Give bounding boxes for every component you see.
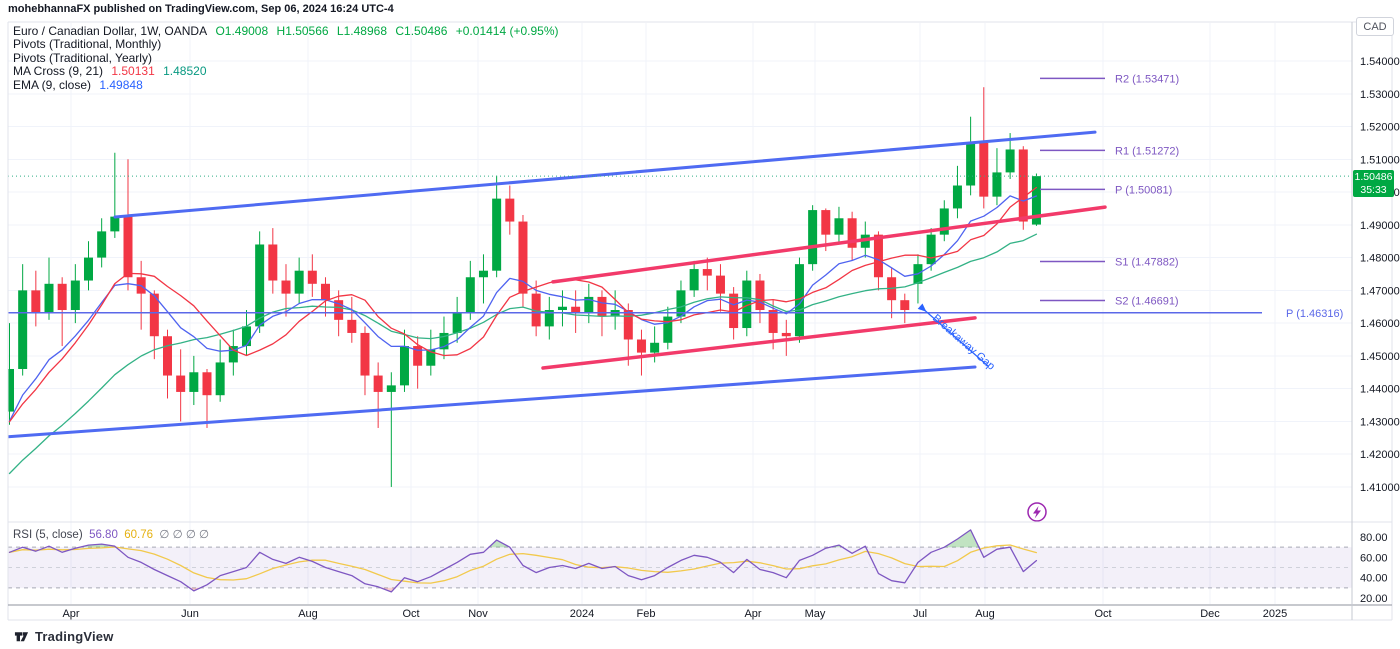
time-axis[interactable]: Apr Jun Aug Oct Nov 2024 Feb Apr May Jul Aug Oct Dec… bbox=[62, 608, 1287, 620]
svg-text:1.53000: 1.53000 bbox=[1360, 89, 1400, 101]
rsi-label: RSI (5, close) bbox=[13, 529, 83, 541]
svg-text:S2 (1.46691): S2 (1.46691) bbox=[1115, 295, 1179, 307]
tradingview-logo-icon[interactable] bbox=[14, 629, 29, 644]
rsi-axis[interactable]: 80.00 60.00 40.00 20.00 bbox=[1360, 532, 1388, 605]
low-value: 1.48968 bbox=[343, 24, 387, 38]
svg-text:P (1.50081): P (1.50081) bbox=[1115, 184, 1172, 196]
pivot-levels[interactable]: R2 (1.53471) R1 (1.51272) P (1.50081) S1 (1… bbox=[8, 73, 1343, 320]
svg-text:Jun: Jun bbox=[181, 608, 199, 620]
svg-text:1.45000: 1.45000 bbox=[1360, 351, 1400, 363]
ma-fast-value: 1.50131 bbox=[111, 64, 155, 79]
rsi-band bbox=[8, 546, 1352, 589]
svg-text:Aug: Aug bbox=[975, 608, 995, 620]
svg-text:1.46000: 1.46000 bbox=[1360, 318, 1400, 330]
svg-text:May: May bbox=[805, 608, 826, 620]
svg-text:2025: 2025 bbox=[1263, 608, 1287, 620]
svg-text:1.41000: 1.41000 bbox=[1360, 482, 1400, 494]
svg-text:Apr: Apr bbox=[62, 608, 79, 620]
open-value: 1.49008 bbox=[224, 24, 269, 38]
blue-channel-lower bbox=[8, 365, 977, 439]
legend-symbol-row[interactable]: Euro / Canadian Dollar, 1W, OANDA O1.490… bbox=[13, 24, 559, 38]
rsi-extra-values: ∅ ∅ ∅ ∅ bbox=[159, 529, 210, 541]
moving-averages bbox=[8, 186, 1038, 475]
svg-text:Dec: Dec bbox=[1200, 608, 1220, 620]
high-value: 1.50566 bbox=[285, 24, 329, 38]
last-price: 1.50486 bbox=[1354, 171, 1393, 183]
bar-countdown: 35:33 bbox=[1360, 184, 1387, 196]
chart-legend: Euro / Canadian Dollar, 1W, OANDA O1.490… bbox=[13, 24, 559, 92]
svg-text:Jul: Jul bbox=[913, 608, 927, 620]
svg-text:R2 (1.53471): R2 (1.53471) bbox=[1115, 73, 1179, 85]
publish-byline: mohebhannaFX published on TradingView.co… bbox=[8, 3, 394, 15]
pink-channel-lower bbox=[541, 316, 977, 370]
svg-text:1.43000: 1.43000 bbox=[1360, 416, 1400, 428]
svg-text:Aug: Aug bbox=[298, 608, 318, 620]
symbol-title: Euro / Canadian Dollar, 1W, OANDA bbox=[13, 24, 208, 38]
svg-text:Oct: Oct bbox=[1094, 608, 1111, 620]
svg-text:80.00: 80.00 bbox=[1360, 532, 1388, 544]
rsi-legend[interactable]: RSI (5, close) 56.80 60.76 ∅ ∅ ∅ ∅ bbox=[13, 527, 209, 541]
rsi-ma-value: 60.76 bbox=[124, 529, 154, 541]
candlesticks bbox=[8, 87, 1041, 487]
change-value: +0.01414 (+0.95%) bbox=[455, 24, 559, 38]
pane-frame bbox=[7, 21, 1393, 621]
svg-text:1.49000: 1.49000 bbox=[1360, 220, 1400, 232]
svg-text:R1 (1.51272): R1 (1.51272) bbox=[1115, 145, 1179, 157]
legend-pivots-yearly[interactable]: Pivots (Traditional, Yearly) bbox=[13, 50, 152, 65]
svg-text:1.51000: 1.51000 bbox=[1360, 154, 1400, 166]
svg-text:1.47000: 1.47000 bbox=[1360, 285, 1400, 297]
svg-text:1.52000: 1.52000 bbox=[1360, 122, 1400, 134]
svg-text:P (1.46316): P (1.46316) bbox=[1286, 308, 1343, 320]
rsi-value: 56.80 bbox=[89, 529, 118, 541]
svg-text:Breakaway Gap: Breakaway Gap bbox=[930, 312, 997, 372]
pink-channel-upper bbox=[551, 205, 1107, 284]
legend-pivots-monthly[interactable]: Pivots (Traditional, Monthly) bbox=[13, 37, 162, 52]
svg-text:Nov: Nov bbox=[468, 608, 488, 620]
svg-text:40.00: 40.00 bbox=[1360, 573, 1388, 585]
blue-channel-upper bbox=[113, 130, 1097, 219]
svg-text:1.42000: 1.42000 bbox=[1360, 449, 1400, 461]
svg-text:Feb: Feb bbox=[637, 608, 656, 620]
svg-text:2024: 2024 bbox=[570, 608, 594, 620]
svg-text:Apr: Apr bbox=[744, 608, 761, 620]
breakaway-gap-annotation[interactable]: Breakaway Gap bbox=[917, 303, 997, 373]
close-value: 1.50486 bbox=[404, 24, 448, 38]
svg-text:Oct: Oct bbox=[402, 608, 419, 620]
svg-text:1.54000: 1.54000 bbox=[1360, 56, 1400, 68]
svg-text:1.48000: 1.48000 bbox=[1360, 253, 1400, 265]
footer: TradingView bbox=[14, 629, 114, 644]
tradingview-wordmark[interactable]: TradingView bbox=[35, 629, 114, 644]
legend-ema[interactable]: EMA (9, close) 1.49848 bbox=[13, 77, 143, 92]
rsi-plot bbox=[8, 529, 1038, 593]
legend-ma-cross[interactable]: MA Cross (9, 21) 1.50131 1.48520 bbox=[13, 64, 207, 79]
ma-slow-value: 1.48520 bbox=[163, 64, 207, 79]
ema-value: 1.49848 bbox=[99, 77, 143, 92]
currency-button[interactable]: CAD bbox=[1356, 17, 1394, 36]
lightning-icon[interactable] bbox=[1027, 502, 1047, 522]
svg-text:S1 (1.47882): S1 (1.47882) bbox=[1115, 256, 1179, 268]
trend-channels[interactable] bbox=[8, 130, 1107, 439]
svg-text:1.44000: 1.44000 bbox=[1360, 384, 1400, 396]
price-axis[interactable]: 1.540001.530001.520001.510001.500001.490… bbox=[1360, 56, 1400, 494]
svg-text:60.00: 60.00 bbox=[1360, 552, 1388, 564]
last-price-badge[interactable]: 1.50486 35:33 bbox=[1353, 170, 1394, 197]
svg-text:20.00: 20.00 bbox=[1360, 593, 1388, 605]
